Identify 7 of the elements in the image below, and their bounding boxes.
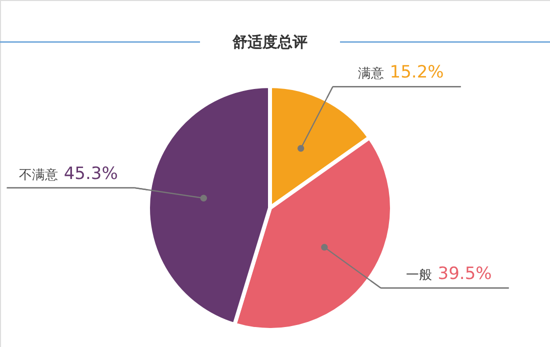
chart-title: 舒适度总评 xyxy=(232,33,308,51)
slice-label: 一般 xyxy=(406,268,432,283)
data-label: 39.5% xyxy=(438,264,492,284)
data-label: 15.2% xyxy=(390,62,444,83)
slice-label: 不满意 xyxy=(18,168,58,183)
data-label: 45.3% xyxy=(64,164,118,184)
slice-label: 满意 xyxy=(358,66,384,82)
